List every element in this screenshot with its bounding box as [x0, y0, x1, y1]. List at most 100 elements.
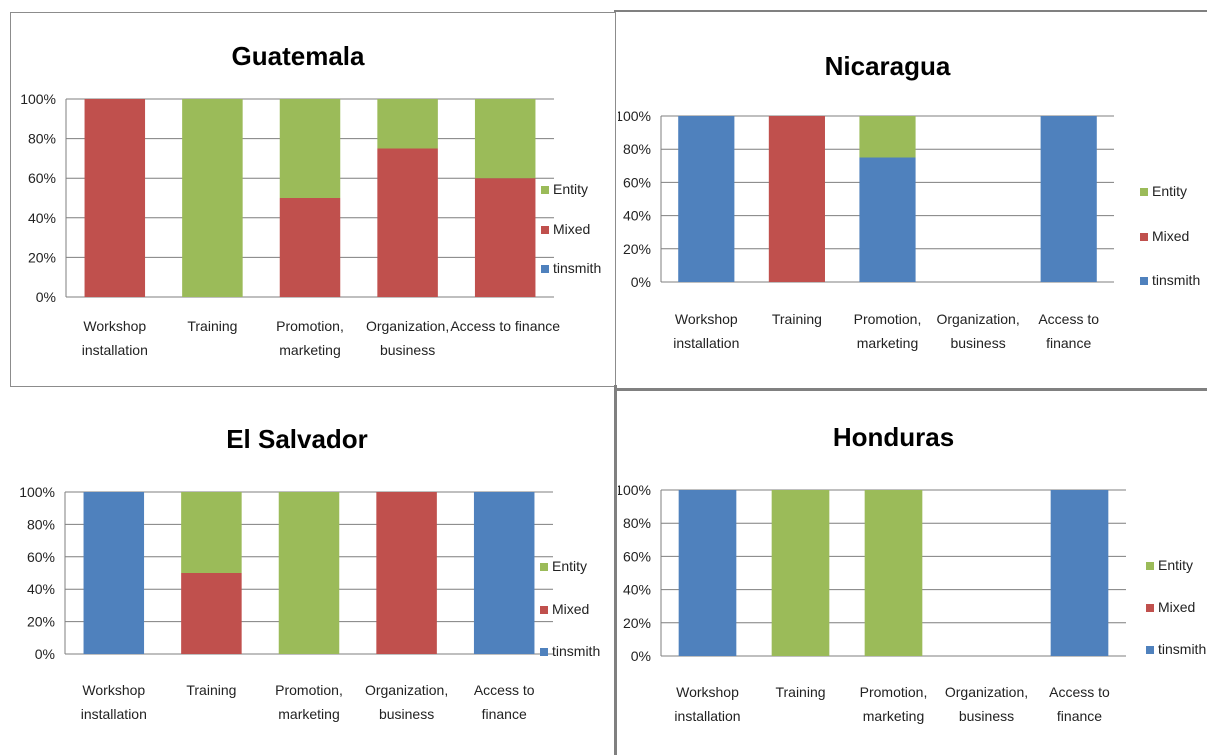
chart-panel-el-salvador: El Salvador 0% 20% 40% 60% 80% 100% Workshop ins…: [10, 392, 614, 755]
legend-swatch-mixed: [541, 226, 549, 234]
legend-swatch-tinsmith: [1140, 277, 1148, 285]
x-tick-label: Access to: [1038, 311, 1099, 327]
x-tick-label: Organization,: [365, 682, 448, 698]
legend-swatch-mixed: [540, 606, 548, 614]
bar-segment-entity: [278, 492, 340, 654]
y-tick-label: 60%: [27, 549, 55, 565]
y-tick-label: 80%: [623, 141, 651, 157]
y-tick-label: 60%: [28, 170, 56, 186]
x-tick-label: Workshop: [676, 684, 739, 700]
bar-segment-entity: [377, 99, 438, 149]
x-tick-label: business: [959, 708, 1014, 724]
bar-segment-entity: [771, 490, 830, 656]
bar-segment-mixed: [376, 492, 437, 654]
chart-el-salvador: El Salvador 0% 20% 40% 60% 80% 100% Workshop ins…: [19, 424, 600, 722]
y-tick-label: 80%: [623, 515, 651, 531]
x-tick-label: marketing: [857, 335, 918, 351]
x-tick-label: business: [380, 342, 435, 358]
divider-left-bottom: [0, 385, 10, 755]
chart-title: Guatemala: [232, 41, 365, 71]
bar-segment-mixed: [84, 99, 146, 297]
legend-label: Entity: [1152, 183, 1187, 199]
legend-label: tinsmith: [1152, 272, 1200, 288]
chart-panel-guatemala: Guatemala 0% 20% 40% 60% 80% 100% Workshop insta…: [10, 12, 616, 387]
divider-top: [614, 10, 1207, 12]
y-tick-label: 40%: [27, 581, 55, 597]
y-tick-label: 80%: [28, 131, 56, 147]
x-tick-label: Training: [775, 684, 825, 700]
bar-segment-entity: [181, 492, 242, 573]
bar-segment-tinsmith: [1050, 490, 1109, 656]
legend-swatch-entity: [1140, 188, 1148, 196]
x-tick-label: Organization,: [936, 311, 1019, 327]
bar-segment-entity: [474, 99, 536, 179]
x-tick-label: business: [950, 335, 1005, 351]
divider-middle: [614, 388, 1207, 391]
x-tick-label: installation: [673, 335, 739, 351]
chart-title: Honduras: [833, 422, 954, 452]
bar-segment-entity: [864, 490, 923, 656]
legend-label: Mixed: [1158, 599, 1195, 615]
x-tick-label: Promotion,: [854, 311, 922, 327]
chart-panel-nicaragua: Nicaragua 0% 20% 40% 60% 80% 100% Workshop insta…: [618, 12, 1207, 388]
x-tick-label: Workshop: [83, 318, 146, 334]
y-tick-label: 0%: [631, 648, 651, 664]
legend-label: tinsmith: [1158, 641, 1206, 657]
legend-swatch-entity: [1146, 562, 1154, 570]
chart-title: El Salvador: [226, 424, 368, 454]
y-tick-label: 20%: [623, 241, 651, 257]
chart-honduras: Honduras 0% 20% 40% 60% 80% 100% Workshop instal…: [618, 422, 1206, 724]
chart-title: Nicaragua: [825, 51, 951, 81]
chart-nicaragua: Nicaragua 0% 20% 40% 60% 80% 100% Workshop insta…: [618, 51, 1200, 351]
bar-segment-tinsmith: [859, 157, 916, 282]
x-tick-label: Training: [772, 311, 822, 327]
x-tick-label: installation: [81, 706, 147, 722]
y-tick-label: 40%: [623, 208, 651, 224]
legend-swatch-mixed: [1140, 233, 1148, 241]
x-tick-label: installation: [82, 342, 148, 358]
legend-swatch-entity: [540, 563, 548, 571]
legend-label: Mixed: [1152, 228, 1189, 244]
x-tick-label: marketing: [863, 708, 924, 724]
x-tick-label: finance: [1046, 335, 1091, 351]
x-tick-label: Workshop: [82, 682, 145, 698]
y-tick-label: 40%: [28, 210, 56, 226]
x-tick-label: Organization,: [945, 684, 1028, 700]
y-tick-label: 100%: [19, 484, 55, 500]
bar-segment-tinsmith: [678, 116, 735, 282]
bar-segment-mixed: [377, 148, 438, 297]
bar-segment-tinsmith: [1040, 116, 1097, 282]
legend-swatch-mixed: [1146, 604, 1154, 612]
x-tick-label: Promotion,: [276, 318, 344, 334]
y-tick-label: 0%: [35, 646, 55, 662]
bar-segment-entity: [859, 116, 916, 158]
legend-label: Mixed: [553, 221, 590, 237]
legend-label: tinsmith: [553, 260, 601, 276]
y-tick-label: 40%: [623, 582, 651, 598]
y-tick-label: 100%: [618, 482, 651, 498]
legend-label: Entity: [553, 181, 588, 197]
x-tick-label: Training: [187, 318, 237, 334]
x-tick-label: marketing: [279, 342, 340, 358]
y-tick-label: 100%: [20, 91, 56, 107]
x-tick-label: Organization,: [366, 318, 449, 334]
bar-segment-mixed: [279, 198, 341, 297]
bar-segment-tinsmith: [473, 492, 535, 654]
chart-guatemala: Guatemala 0% 20% 40% 60% 80% 100% Workshop insta…: [20, 41, 601, 358]
y-tick-label: 60%: [623, 548, 651, 564]
x-tick-label: Access to finance: [450, 318, 560, 334]
y-tick-label: 20%: [623, 615, 651, 631]
bar-segment-mixed: [474, 178, 536, 297]
y-tick-label: 20%: [27, 614, 55, 630]
chart-panel-honduras: Honduras 0% 20% 40% 60% 80% 100% Workshop instal…: [618, 394, 1207, 755]
y-tick-label: 0%: [631, 274, 651, 290]
bar-segment-entity: [279, 99, 341, 198]
legend-label: Entity: [1158, 557, 1193, 573]
legend-label: tinsmith: [552, 643, 600, 659]
bar-segment-mixed: [768, 116, 825, 282]
x-tick-label: Training: [186, 682, 236, 698]
x-tick-label: installation: [674, 708, 740, 724]
y-tick-label: 0%: [36, 289, 56, 305]
x-tick-label: Access to: [1049, 684, 1110, 700]
x-tick-label: Promotion,: [860, 684, 928, 700]
